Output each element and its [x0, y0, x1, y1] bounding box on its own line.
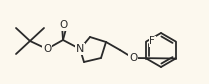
Text: N: N [76, 44, 84, 54]
Text: O: O [129, 53, 137, 63]
Text: O: O [43, 44, 51, 54]
Text: F: F [149, 37, 155, 47]
Text: O: O [60, 20, 68, 30]
